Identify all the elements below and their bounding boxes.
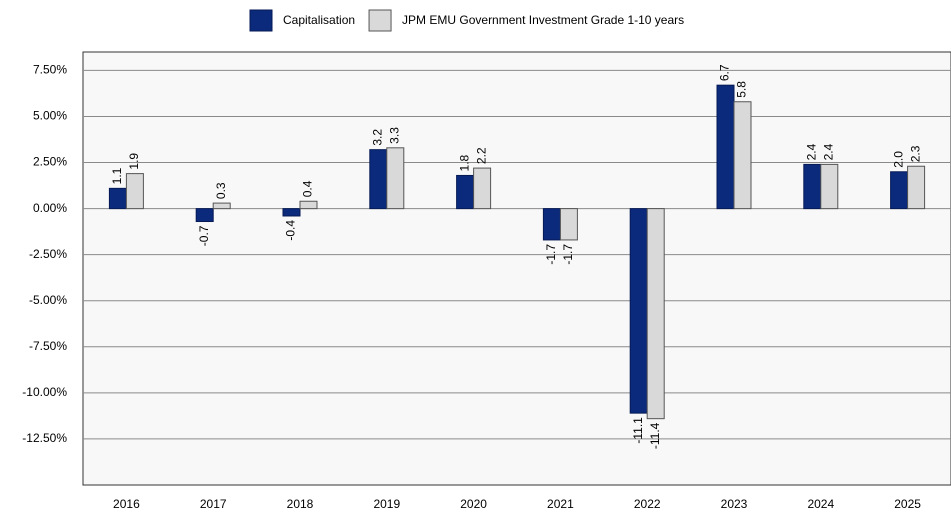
data-label: 5.8 bbox=[735, 81, 749, 98]
data-label: 3.2 bbox=[370, 129, 384, 146]
bar bbox=[473, 167, 492, 210]
y-tick-label: -7.50% bbox=[29, 339, 67, 353]
legend-swatch bbox=[368, 9, 392, 32]
data-label: -1.7 bbox=[544, 244, 558, 265]
data-label: -0.7 bbox=[197, 225, 211, 246]
data-label: 2.4 bbox=[821, 143, 835, 160]
x-tick-label: 2016 bbox=[113, 497, 140, 511]
bar bbox=[456, 174, 475, 210]
y-tick-label: -5.00% bbox=[29, 293, 67, 307]
y-tick-label: 5.00% bbox=[33, 109, 67, 123]
x-tick-label: 2021 bbox=[547, 497, 574, 511]
y-tick-label: 2.50% bbox=[33, 155, 67, 169]
bar bbox=[542, 208, 561, 241]
bar bbox=[733, 101, 752, 210]
y-tick-label: -10.00% bbox=[22, 385, 67, 399]
bar bbox=[195, 208, 214, 223]
x-tick-label: 2019 bbox=[373, 497, 400, 511]
data-label: 2.4 bbox=[804, 143, 818, 160]
data-label: 2.2 bbox=[474, 147, 488, 164]
y-tick-label: -12.50% bbox=[22, 431, 67, 445]
data-label: 0.3 bbox=[214, 182, 228, 199]
data-label: -11.1 bbox=[631, 417, 645, 444]
bar bbox=[646, 208, 665, 420]
x-tick-label: 2025 bbox=[894, 497, 921, 511]
y-tick-label: -2.50% bbox=[29, 247, 67, 261]
bar bbox=[282, 208, 301, 217]
bar bbox=[108, 187, 127, 210]
y-tick-label: 7.50% bbox=[33, 63, 67, 77]
data-label: 3.3 bbox=[387, 127, 401, 144]
x-tick-label: 2018 bbox=[287, 497, 314, 511]
bar bbox=[386, 147, 405, 210]
bar bbox=[125, 173, 144, 210]
data-label: 2.3 bbox=[908, 145, 922, 162]
bar bbox=[820, 163, 839, 210]
legend-swatch bbox=[249, 9, 273, 32]
legend-label: Capitalisation bbox=[283, 13, 355, 27]
bar bbox=[803, 163, 822, 210]
bar bbox=[369, 149, 388, 210]
data-label: 0.4 bbox=[301, 180, 315, 197]
bar bbox=[716, 84, 735, 210]
y-tick-label: 0.00% bbox=[33, 201, 67, 215]
x-tick-label: 2023 bbox=[721, 497, 748, 511]
bar bbox=[299, 200, 318, 210]
legend-label: JPM EMU Government Investment Grade 1-10… bbox=[402, 13, 684, 27]
data-label: 1.8 bbox=[457, 154, 471, 171]
data-label: 1.9 bbox=[127, 153, 141, 170]
data-label: 6.7 bbox=[718, 64, 732, 81]
x-tick-label: 2022 bbox=[634, 497, 661, 511]
bar bbox=[629, 208, 648, 414]
plot-area bbox=[82, 51, 951, 486]
bar bbox=[907, 165, 926, 210]
bar bbox=[559, 208, 578, 241]
bar bbox=[212, 202, 231, 210]
data-label: 1.1 bbox=[110, 167, 124, 184]
data-label: 2.0 bbox=[891, 151, 905, 168]
bar bbox=[890, 171, 909, 210]
x-tick-label: 2020 bbox=[460, 497, 487, 511]
x-tick-label: 2024 bbox=[807, 497, 834, 511]
data-label: -11.4 bbox=[648, 422, 662, 449]
data-label: -1.7 bbox=[561, 244, 575, 265]
x-tick-label: 2017 bbox=[200, 497, 227, 511]
data-label: -0.4 bbox=[284, 220, 298, 241]
